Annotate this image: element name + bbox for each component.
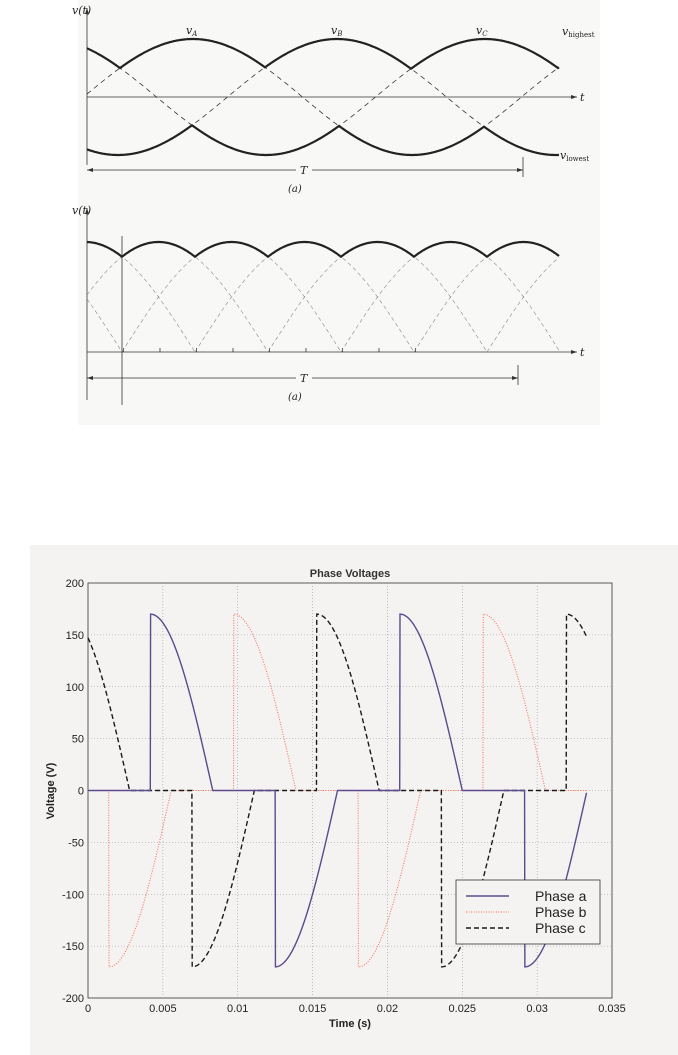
x-tick-label: 0.005 [149,1003,177,1015]
x-axis-label: Time (s) [329,1018,371,1030]
line-voltage-dashed [86,241,268,351]
envelope-lowest [86,123,560,157]
legend-label: Phase a [535,888,587,904]
x-tick-label: 0.035 [598,1003,626,1015]
series-line-phase-b [88,613,587,968]
label-v-highest: vhighest [562,25,595,39]
line-voltage-dashed [267,241,487,353]
line-voltage-dashed [194,241,414,353]
legend-label: Phase c [535,920,586,936]
diagram-b-period-label: T [300,372,309,385]
y-axis-label: Voltage (V) [45,762,57,819]
diagram-b-t-label: t [580,346,585,359]
x-tick-label: 0.03 [526,1003,547,1015]
line-voltage-dashed [486,257,560,353]
line-voltage-dashed [86,241,196,353]
label-vb: vB [331,24,342,38]
period-arrowhead-left-icon [87,168,93,172]
diagram-a-caption: (a) [288,184,302,195]
label-va: vA [186,24,197,38]
legend-box [455,879,601,945]
x-tick-label: 0.015 [299,1003,327,1015]
line-voltage-dashed [121,241,341,353]
x-tick-label: 0.02 [377,1003,398,1015]
period-arrowhead-right-icon [517,168,523,172]
chart-title: Phase Voltages [310,568,391,580]
x-tick-label: 0.025 [449,1003,477,1015]
label-vc: vC [476,24,488,38]
y-tick-label: 200 [66,578,84,590]
diagram-a-t-label: t [580,91,585,104]
diagram-a: v(t) t vA vB vC vhighest vlowest T (a) [72,4,595,195]
series-line-phase-c [87,613,588,968]
line-voltage-dashed [86,298,122,351]
x-tick-label: 0 [85,1003,91,1015]
period-arrowhead-left-icon [87,376,93,380]
y-axis-arrow-icon [85,208,89,214]
envelope-highest [86,37,560,71]
diagram-panel [78,0,600,425]
y-tick-label: -100 [62,889,84,901]
y-tick-label: 0 [78,786,84,798]
t-axis-arrow-icon [571,350,577,354]
y-tick-label: 100 [66,682,84,694]
y-tick-label: -50 [68,837,84,849]
diagram-b-caption: (a) [288,392,302,403]
legend-label: Phase b [535,904,587,920]
y-tick-label: 50 [72,734,84,746]
rectified-envelope [86,240,560,259]
diagram-b: v(t) t T (a) [72,204,585,405]
series-line-phase-a [88,613,588,968]
y-tick-label: 150 [66,630,84,642]
line-voltage-dashed [340,241,560,353]
t-axis-arrow-icon [571,95,577,99]
y-tick-label: -150 [62,941,84,953]
x-tick-label: 0.01 [227,1003,248,1015]
y-axis-arrow-icon [85,8,89,14]
y-tick-label: -200 [62,993,84,1005]
diagram-a-period-label: T [300,164,309,177]
label-v-lowest: vlowest [560,149,589,163]
period-arrowhead-right-icon [512,376,518,380]
